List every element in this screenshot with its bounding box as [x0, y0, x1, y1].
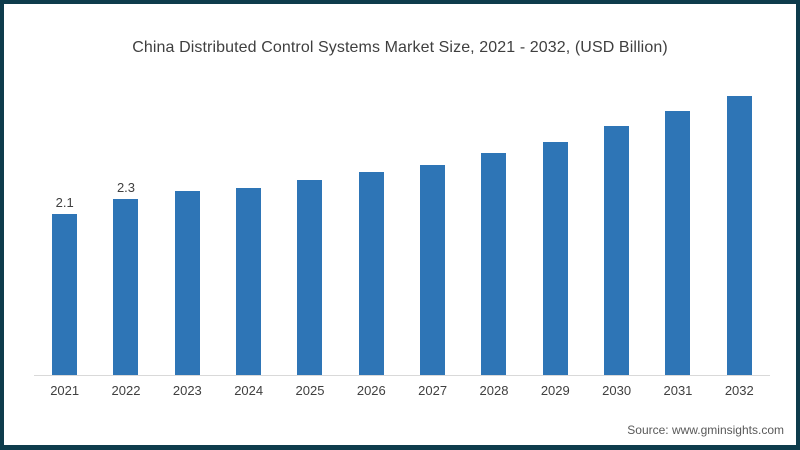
bar-column [157, 69, 218, 375]
bar [726, 95, 752, 375]
chart-title: China Distributed Control Systems Market… [132, 39, 668, 56]
x-axis-label: 2031 [663, 383, 693, 398]
bar-column [709, 69, 770, 375]
bar-chart: 2.1 2.3 2021 2022 2023 2024 2025 2026 2027 2028 2… [34, 69, 770, 398]
bar [481, 153, 507, 375]
x-axis-label: 2029 [540, 383, 570, 398]
x-axis-label: 2023 [172, 383, 202, 398]
x-axis-label: 2022 [111, 383, 141, 398]
source-note: Source: www.gminsights.com [627, 423, 784, 437]
bar [420, 164, 446, 375]
bar-column [586, 69, 647, 375]
bar [297, 179, 323, 375]
x-axis-label: 2024 [234, 383, 264, 398]
bar-column: 2.3 [95, 69, 156, 375]
x-axis-label: 2030 [602, 383, 632, 398]
x-axis-label: 2026 [356, 383, 386, 398]
x-axis-label: 2027 [418, 383, 448, 398]
bar-value-label: 2.1 [55, 195, 74, 211]
bar [665, 111, 691, 375]
bar-column [647, 69, 708, 375]
x-axis-label: 2021 [50, 383, 80, 398]
bar-column: 2.1 [34, 69, 95, 375]
bar [113, 199, 139, 375]
plot-area: 2.1 2.3 [34, 69, 770, 375]
bar-column [402, 69, 463, 375]
bar [358, 172, 384, 375]
bar [542, 141, 568, 375]
bar-column [463, 69, 524, 375]
x-axis-label: 2032 [724, 383, 754, 398]
x-axis-label: 2025 [295, 383, 325, 398]
bar-column [218, 69, 279, 375]
bar-value-label: 2.3 [116, 180, 136, 196]
bar-column [525, 69, 586, 375]
bar [236, 187, 262, 375]
bar [604, 126, 630, 375]
bar [52, 214, 78, 375]
x-axis-label: 2028 [479, 383, 509, 398]
bar [174, 191, 200, 375]
x-axis: 2021 2022 2023 2024 2025 2026 2027 2028 2029 2030… [34, 375, 770, 398]
bar-column [279, 69, 340, 375]
bar-column [341, 69, 402, 375]
